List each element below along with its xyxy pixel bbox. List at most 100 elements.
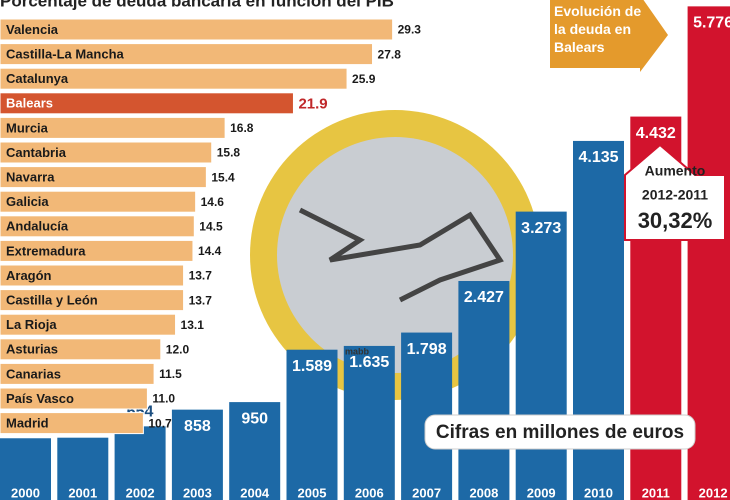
value-label: 2.427 (464, 289, 504, 306)
column (458, 280, 510, 500)
unit-box (424, 414, 696, 450)
column (286, 349, 338, 500)
region-bar (0, 362, 155, 385)
region-label: País Vasco (6, 391, 74, 406)
region-label: Castilla-La Mancha (6, 47, 125, 62)
region-bar (0, 289, 185, 312)
value-label: 1.635 (349, 354, 389, 371)
value-label: 15.8 (217, 146, 241, 160)
x-tick-label: 2002 (126, 485, 155, 500)
plot: 2000509200151620026542003858200495020051… (0, 6, 730, 500)
arrow-text-box: Evolución de la deuda en Balears (554, 3, 642, 55)
aumento-box: Aumento 2012-2011 30,32% (624, 143, 726, 241)
region-label: Galicia (6, 194, 49, 209)
region-bar (0, 67, 348, 90)
x-tick-label: 2011 (642, 485, 670, 500)
x-tick-label: 2000 (11, 485, 40, 500)
value-label: 13.7 (189, 293, 213, 307)
aumento-value: 30,32% (638, 208, 713, 233)
x-tick-label: 2006 (355, 485, 384, 500)
evolucion-arrow: Evolución de la deuda en Balears (550, 0, 668, 72)
value-label: 14.5 (199, 219, 223, 233)
region-label: Castilla y León (6, 293, 98, 308)
hbar-title: Porcentaje de deuda bancaria en función … (0, 0, 394, 10)
x-tick-label: 2010 (584, 485, 613, 500)
region-label: Aragón (6, 268, 52, 283)
region-label: Extremadura (6, 243, 86, 258)
region-label: Valencia (6, 22, 59, 37)
value-label: 858 (184, 418, 211, 435)
region-label: Madrid (6, 416, 49, 431)
x-tick-label: 2008 (469, 485, 498, 500)
value-label: 3.273 (521, 220, 561, 237)
value-label: 13.1 (181, 318, 205, 332)
value-label: 11.5 (159, 367, 182, 381)
region-bar (0, 116, 226, 139)
value-label: 4.432 (636, 125, 676, 142)
region-label: La Rioja (6, 317, 57, 332)
value-label: 29.3 (398, 23, 422, 37)
x-tick-label: 2012 (699, 485, 728, 500)
column (0, 438, 51, 500)
x-tick-label: 2007 (412, 485, 441, 500)
value-label: 1.589 (292, 358, 332, 375)
region-bar (0, 264, 185, 287)
region-bar (0, 215, 195, 238)
coin-center (277, 137, 513, 373)
x-tick-label: 2003 (183, 485, 212, 500)
x-tick-label: 2001 (68, 485, 97, 500)
x-tick-label: 2004 (240, 485, 270, 500)
column (114, 426, 166, 500)
value-label: 11.0 (152, 392, 175, 406)
region-bar (0, 338, 162, 361)
column (57, 437, 109, 500)
region-bar (0, 313, 177, 336)
region-bar (0, 412, 144, 435)
value-label: 13.7 (189, 269, 213, 283)
aumento-shape (624, 143, 726, 241)
credit: mabb (345, 346, 370, 356)
value-label: 5.776 (693, 15, 730, 32)
aumento-label: Aumento (645, 163, 706, 179)
value-label: 21.9 (298, 95, 327, 112)
region-label: Canarias (6, 366, 61, 381)
value-label: 10.7 (148, 416, 172, 430)
region-bar (0, 387, 148, 410)
region-label: Andalucía (6, 219, 69, 234)
value-label: 12.0 (166, 342, 190, 356)
region-label: Catalunya (6, 71, 69, 86)
region-bar (0, 43, 374, 66)
region-label: Asturias (6, 342, 58, 357)
column (229, 402, 281, 500)
value-label: 14.6 (201, 195, 225, 209)
value-label: 950 (241, 410, 268, 427)
region-bar (0, 239, 194, 262)
column (515, 211, 567, 500)
value-label: 15.4 (211, 170, 235, 184)
value-label: 16.8 (230, 121, 254, 135)
value-label: 25.9 (352, 72, 376, 86)
region-label: Cantabria (6, 145, 67, 160)
value-label: 27.8 (378, 47, 402, 61)
column (343, 345, 395, 500)
arrow-shape (550, 0, 668, 72)
column (171, 409, 223, 500)
vbar-title: Evolución de la deuda en Balears (554, 3, 642, 55)
region-bar (0, 18, 394, 41)
coin-crack (298, 207, 504, 303)
aumento-period: 2012-2011 (642, 187, 708, 203)
region-label: Balears (6, 96, 53, 111)
region-bar (0, 141, 213, 164)
region-label: Navarra (6, 170, 55, 185)
value-label: 4.135 (578, 149, 618, 166)
unit-note: Cifras en millones de euros (436, 422, 684, 443)
value-label: 1.798 (407, 341, 447, 358)
x-tick-label: 2005 (298, 485, 327, 500)
region-bar (0, 190, 197, 213)
region-bar (0, 92, 294, 115)
x-tick-label: 2009 (527, 485, 556, 500)
region-label: Murcia (6, 120, 49, 135)
value-label: 14.4 (198, 244, 222, 258)
region-bar (0, 166, 207, 189)
